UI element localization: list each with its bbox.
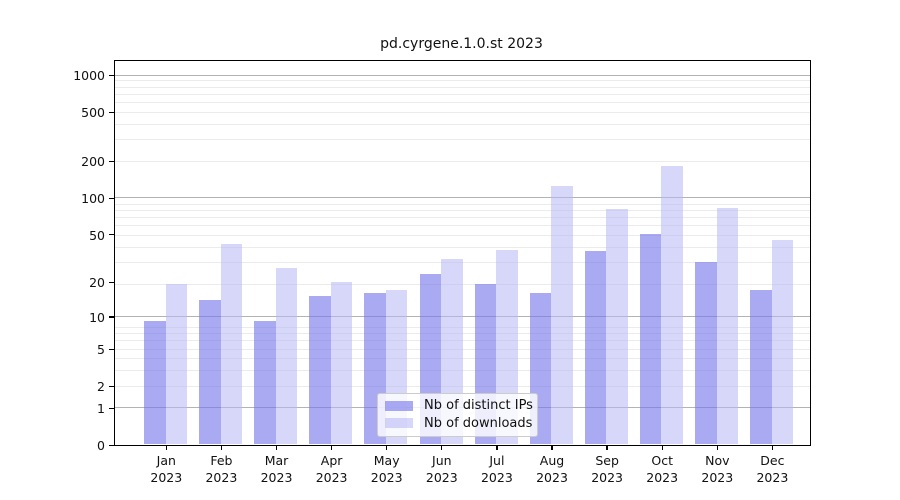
y-tick-label-200: 200 bbox=[81, 154, 105, 170]
x-tick-label-dec: Dec 2023 bbox=[756, 452, 789, 485]
y-tick-50 bbox=[109, 234, 114, 236]
y-tick-1 bbox=[109, 407, 114, 409]
minor-gridline bbox=[115, 225, 810, 227]
x-tick-label-jun: Jun 2023 bbox=[425, 452, 458, 485]
x-tick-sep bbox=[606, 445, 608, 450]
minor-gridline bbox=[115, 262, 810, 264]
x-tick-dec bbox=[771, 445, 774, 450]
legend-swatch-downloads bbox=[385, 418, 413, 429]
y-tick-10 bbox=[109, 316, 114, 318]
bar-downloads-mar bbox=[275, 268, 298, 445]
bar-ips-oct bbox=[639, 233, 662, 445]
minor-gridline bbox=[115, 139, 810, 141]
minor-gridline bbox=[115, 247, 810, 248]
x-tick-nov bbox=[716, 445, 718, 450]
y-tick-label-50: 50 bbox=[89, 227, 105, 243]
bar-downloads-sep bbox=[606, 209, 628, 445]
minor-gridline bbox=[115, 111, 810, 113]
y-tick-label-1: 1 bbox=[97, 401, 105, 417]
legend: Nb of distinct IPs Nb of downloads bbox=[377, 392, 538, 437]
minor-gridline bbox=[115, 209, 810, 211]
y-tick-2 bbox=[109, 385, 114, 388]
y-tick-200 bbox=[109, 160, 114, 163]
x-tick-label-sep: Sep 2023 bbox=[591, 452, 623, 485]
y-tick-label-0: 0 bbox=[97, 438, 105, 454]
minor-gridline bbox=[115, 86, 810, 88]
x-tick-feb bbox=[220, 445, 223, 450]
x-tick-label-oct: Oct 2023 bbox=[646, 452, 679, 485]
y-tick-label-500: 500 bbox=[81, 105, 105, 121]
x-tick-label-mar: Mar 2023 bbox=[260, 452, 293, 485]
bar-downloads-dec bbox=[771, 239, 794, 445]
minor-gridline bbox=[115, 326, 810, 328]
y-tick-500 bbox=[109, 111, 114, 114]
minor-gridline bbox=[115, 348, 810, 350]
bar-downloads-apr bbox=[330, 281, 353, 445]
legend-label-ips: Nb of distinct IPs bbox=[424, 398, 533, 414]
y-tick-label-5: 5 bbox=[97, 342, 105, 358]
minor-gridline bbox=[115, 123, 810, 125]
minor-gridline bbox=[115, 284, 810, 286]
minor-gridline bbox=[115, 93, 810, 95]
bar-ips-nov bbox=[695, 262, 717, 445]
y-tick-20 bbox=[109, 281, 114, 283]
minor-gridline bbox=[115, 370, 810, 372]
x-tick-apr bbox=[330, 445, 333, 450]
x-tick-label-aug: Aug 2023 bbox=[536, 452, 568, 485]
minor-gridline bbox=[115, 102, 810, 104]
y-tick-label-100: 100 bbox=[81, 191, 105, 207]
bar-downloads-nov bbox=[716, 207, 738, 445]
x-tick-jul bbox=[496, 445, 498, 450]
bar-downloads-feb bbox=[220, 244, 243, 445]
legend-label-downloads: Nb of downloads bbox=[424, 415, 533, 431]
x-tick-aug bbox=[551, 445, 553, 450]
bar-downloads-aug bbox=[551, 185, 573, 445]
major-gridline-10 bbox=[115, 316, 810, 318]
major-gridline-1000 bbox=[115, 74, 810, 76]
x-tick-jan bbox=[165, 445, 167, 450]
bar-ips-dec bbox=[750, 289, 772, 445]
y-tick-0 bbox=[109, 444, 114, 446]
bar-ips-sep bbox=[584, 251, 607, 445]
legend-item-distinct-ips: Nb of distinct IPs bbox=[385, 398, 533, 413]
chart-title: pd.cyrgene.1.0.st 2023 bbox=[380, 36, 543, 52]
x-tick-label-apr: Apr 2023 bbox=[315, 452, 348, 485]
bar-ips-mar bbox=[254, 321, 276, 445]
x-tick-mar bbox=[275, 445, 278, 450]
minor-gridline bbox=[115, 160, 810, 162]
minor-gridline bbox=[115, 340, 810, 342]
y-tick-1000 bbox=[109, 74, 114, 77]
x-tick-jun bbox=[441, 445, 443, 450]
x-tick-label-jan: Jan 2023 bbox=[150, 452, 183, 485]
bar-downloads-jan bbox=[165, 284, 187, 445]
bar-ips-apr bbox=[309, 296, 331, 445]
minor-gridline bbox=[115, 80, 810, 82]
legend-item-downloads: Nb of downloads bbox=[385, 415, 533, 431]
y-tick-label-20: 20 bbox=[89, 275, 105, 291]
bar-ips-feb bbox=[199, 299, 221, 445]
x-tick-may bbox=[386, 445, 388, 450]
minor-gridline bbox=[115, 217, 810, 219]
bar-ips-jan bbox=[144, 321, 166, 445]
y-tick-100 bbox=[109, 197, 114, 199]
x-tick-label-feb: Feb 2023 bbox=[205, 452, 238, 485]
x-tick-label-may: May 2023 bbox=[370, 452, 403, 485]
y-tick-5 bbox=[109, 348, 114, 351]
minor-gridline bbox=[115, 333, 810, 335]
major-gridline-100 bbox=[115, 197, 810, 199]
minor-gridline bbox=[115, 358, 810, 360]
y-tick-label-1000: 1000 bbox=[73, 68, 105, 84]
x-tick-label-jul: Jul 2023 bbox=[480, 452, 513, 485]
bar-downloads-oct bbox=[661, 166, 683, 445]
legend-swatch-ips bbox=[385, 400, 413, 411]
minor-gridline bbox=[115, 235, 810, 237]
x-tick-oct bbox=[661, 445, 663, 450]
x-tick-label-nov: Nov 2023 bbox=[701, 452, 734, 485]
minor-gridline bbox=[115, 385, 810, 387]
y-tick-label-10: 10 bbox=[89, 309, 105, 325]
plot-area bbox=[114, 60, 811, 446]
minor-gridline bbox=[115, 203, 810, 205]
y-tick-label-2: 2 bbox=[97, 379, 105, 395]
